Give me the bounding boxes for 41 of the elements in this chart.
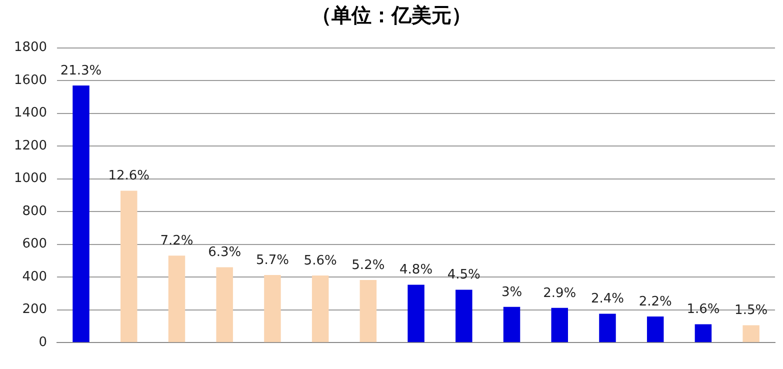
annotation: 12.6% [108,168,150,184]
bar [168,256,186,342]
annotation: 2.4% [590,292,624,307]
annotation: 3% [501,284,522,300]
bar [312,275,329,342]
annotation: 2.2% [638,294,672,310]
annotation: 1.6% [686,302,720,318]
annotation: 4.5% [447,268,480,283]
y-tick-label: 0 [38,334,48,350]
y-tick-label: 1200 [14,138,48,154]
bar [264,274,281,342]
y-tick-label: 1400 [14,106,48,121]
y-tick-label: 1600 [14,72,48,88]
bar [456,290,472,342]
y-tick-label: 1000 [14,171,48,186]
bar [216,267,233,342]
y-tick-label: 400 [22,269,48,284]
bar [742,325,760,342]
annotation: 5.6% [304,253,337,268]
y-tick-label: 600 [22,236,48,252]
annotation: 5.2% [352,258,385,273]
bar [646,316,664,342]
annotation: 7.2% [160,234,194,249]
bar [360,280,377,342]
bar [694,324,712,342]
bar [72,85,90,342]
annotation: 6.3% [208,245,242,260]
bar [551,308,568,342]
bar [599,314,616,342]
chart-title: （单位：亿美元） [310,2,472,29]
y-tick-label: 200 [22,302,48,318]
annotation: 5.7% [256,252,289,268]
annotation: 4.8% [400,262,433,278]
annotation: 2.9% [543,286,576,301]
annotation: 21.3% [60,63,102,78]
bar [503,306,520,342]
annotation: 1.5% [734,303,768,318]
bar [408,284,424,342]
y-tick-label: 800 [22,204,48,219]
y-tick-label: 1800 [14,40,48,56]
bar [120,190,138,342]
